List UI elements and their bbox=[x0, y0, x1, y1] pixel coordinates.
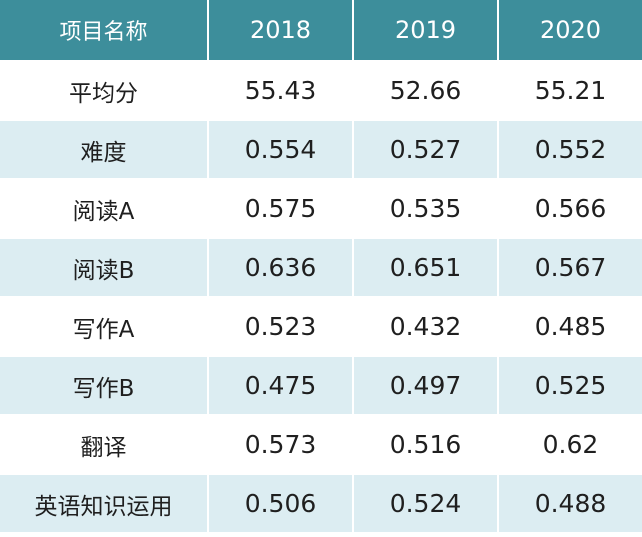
table-row: 阅读A 0.575 0.535 0.566 bbox=[0, 179, 642, 239]
cell-2018: 0.573 bbox=[208, 415, 354, 475]
cell-2018: 0.523 bbox=[208, 297, 354, 357]
cell-2019: 52.66 bbox=[353, 61, 499, 121]
table-row: 英语知识运用 0.506 0.524 0.488 bbox=[0, 474, 642, 534]
table-row: 写作B 0.475 0.497 0.525 bbox=[0, 356, 642, 416]
table-row: 翻译 0.573 0.516 0.62 bbox=[0, 415, 642, 475]
cell-2019: 0.651 bbox=[353, 238, 499, 298]
table-row: 难度 0.554 0.527 0.552 bbox=[0, 120, 642, 180]
cell-2019: 0.524 bbox=[353, 474, 499, 534]
cell-2019: 0.535 bbox=[353, 179, 499, 239]
cell-2018: 0.475 bbox=[208, 356, 354, 416]
cell-2019: 0.527 bbox=[353, 120, 499, 180]
row-label: 平均分 bbox=[0, 61, 209, 121]
table-row: 写作A 0.523 0.432 0.485 bbox=[0, 297, 642, 357]
column-header-item-name: 项目名称 bbox=[0, 0, 209, 62]
cell-2020: 0.485 bbox=[498, 297, 642, 357]
row-label: 英语知识运用 bbox=[0, 474, 209, 534]
cell-2020: 0.525 bbox=[498, 356, 642, 416]
header-row: 项目名称 2018 2019 2020 bbox=[0, 0, 642, 62]
cell-2019: 0.497 bbox=[353, 356, 499, 416]
cell-2018: 0.636 bbox=[208, 238, 354, 298]
row-label: 翻译 bbox=[0, 415, 209, 475]
cell-2020: 0.566 bbox=[498, 179, 642, 239]
cell-2020: 0.552 bbox=[498, 120, 642, 180]
table-row: 阅读B 0.636 0.651 0.567 bbox=[0, 238, 642, 298]
row-label: 阅读B bbox=[0, 238, 209, 298]
cell-2018: 55.43 bbox=[208, 61, 354, 121]
cell-2018: 0.575 bbox=[208, 179, 354, 239]
column-header-2020: 2020 bbox=[498, 0, 642, 62]
cell-2020: 55.21 bbox=[498, 61, 642, 121]
column-header-2019: 2019 bbox=[353, 0, 499, 62]
row-label: 难度 bbox=[0, 120, 209, 180]
cell-2018: 0.554 bbox=[208, 120, 354, 180]
cell-2019: 0.432 bbox=[353, 297, 499, 357]
table-row: 平均分 55.43 52.66 55.21 bbox=[0, 61, 642, 121]
row-label: 写作A bbox=[0, 297, 209, 357]
cell-2020: 0.567 bbox=[498, 238, 642, 298]
row-label: 阅读A bbox=[0, 179, 209, 239]
cell-2018: 0.506 bbox=[208, 474, 354, 534]
row-label: 写作B bbox=[0, 356, 209, 416]
column-header-2018: 2018 bbox=[208, 0, 354, 62]
cell-2020: 0.488 bbox=[498, 474, 642, 534]
cell-2020: 0.62 bbox=[498, 415, 642, 475]
cell-2019: 0.516 bbox=[353, 415, 499, 475]
